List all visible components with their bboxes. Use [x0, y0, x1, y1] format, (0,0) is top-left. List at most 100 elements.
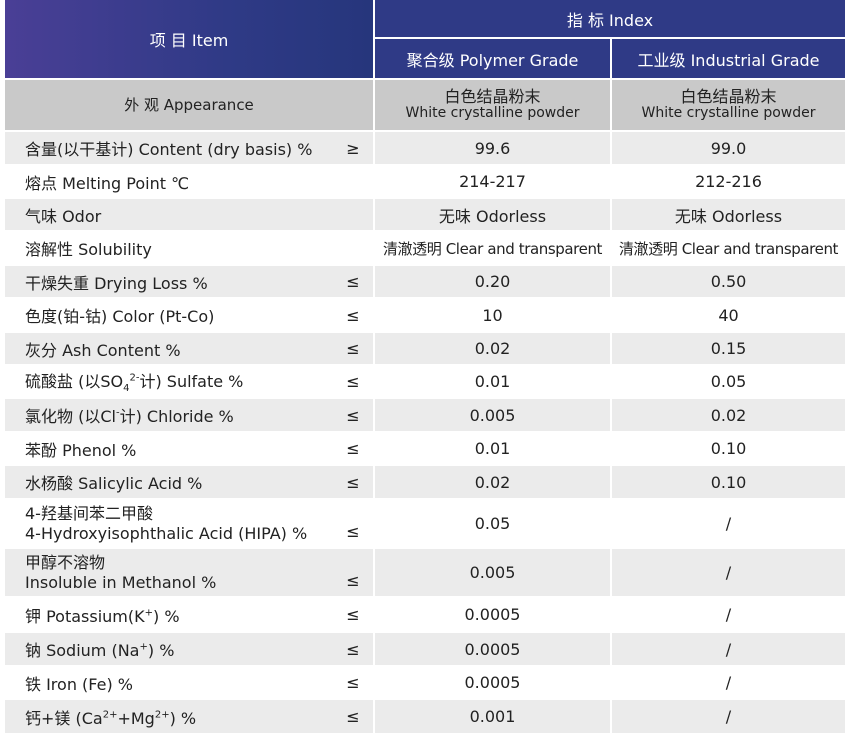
row-industrial-text: 99.0: [710, 138, 747, 158]
row-industrial-text: /: [725, 563, 732, 582]
appearance-industrial-en: White crystalline powder: [641, 105, 816, 121]
row-symbol-text: ≤: [346, 639, 360, 659]
table-row-label: 水杨酸 Salicylic Acid %: [5, 466, 333, 498]
table-row-label: 硫酸盐 (以SO42-计) Sulfate %: [5, 366, 333, 397]
table-row-label: 4-羟基间苯二甲酸 4-Hydroxyisophthalic Acid (HIP…: [5, 500, 333, 547]
row-industrial-text: 0.15: [710, 339, 747, 358]
row-industrial-text: /: [725, 639, 732, 659]
row-symbol: ≤: [333, 598, 373, 631]
row-symbol: ≤: [333, 366, 373, 397]
row-polymer-text: 0.05: [474, 514, 511, 533]
row-polymer-value: 0.0005: [375, 598, 610, 631]
row-polymer-text: 214-217: [459, 172, 526, 191]
camg-label-part: 钙+镁 (Ca: [25, 708, 103, 728]
row-polymer-text: 0.0005: [464, 673, 521, 692]
sodium-superscript: +: [139, 641, 148, 653]
sodium-label-part: 钠 Sodium (Na: [25, 641, 140, 660]
row-industrial-text: 0.02: [710, 405, 747, 425]
row-industrial-text: 0.50: [710, 272, 747, 291]
sulfate-superscript: 2-: [129, 373, 140, 385]
row-symbol-text: ≤: [346, 707, 360, 726]
table-row-label: 熔点 Melting Point ℃: [5, 166, 333, 197]
polymer-grade-label: 聚合级 Polymer Grade: [406, 50, 579, 70]
row-symbol: ≤: [333, 549, 373, 596]
appearance-polymer-en: White crystalline powder: [405, 105, 580, 121]
polymer-grade-header: 聚合级 Polymer Grade: [375, 39, 610, 78]
row-polymer-text: 99.6: [474, 138, 511, 158]
row-industrial-value: 0.02: [612, 399, 845, 431]
row-industrial-value: /: [612, 598, 845, 631]
row-symbol: ≤: [333, 667, 373, 698]
row-polymer-value: 0.005: [375, 549, 610, 596]
row-polymer-value: 0.001: [375, 700, 610, 733]
table-row-label: 含量(以干基计) Content (dry basis) %: [5, 132, 333, 164]
chloride-label-tail: 计) Chloride %: [119, 407, 234, 426]
hipa-label-en: 4-Hydroxyisophthalic Acid (HIPA) %: [25, 523, 308, 543]
calcium-superscript: 2+: [102, 709, 118, 721]
row-symbol-text: ≤: [346, 405, 360, 425]
appearance-label: 外 观 Appearance: [124, 95, 254, 114]
potassium-label-tail: ) %: [153, 606, 180, 626]
row-polymer-text: 0.01: [474, 439, 511, 458]
row-symbol: ≤: [333, 633, 373, 665]
row-label-text: 熔点 Melting Point ℃: [25, 173, 190, 193]
row-symbol: ≤: [333, 433, 373, 464]
row-industrial-value: /: [612, 700, 845, 733]
table-row-label: 钾 Potassium(K+) %: [5, 598, 333, 631]
row-industrial-text: 0.05: [710, 372, 747, 391]
row-symbol: ≤: [333, 500, 373, 547]
row-industrial-value: 0.10: [612, 466, 845, 498]
row-industrial-value: 40: [612, 299, 845, 331]
appearance-industrial-cell: 白色结晶粉末 White crystalline powder: [612, 80, 845, 130]
row-polymer-value: 无味 Odorless: [375, 199, 610, 230]
row-label-text: 氯化物 (以Cl-计) Chloride %: [25, 403, 234, 427]
row-symbol: ≤: [333, 700, 373, 733]
row-industrial-text: 0.10: [710, 439, 747, 458]
row-polymer-text: 0.02: [474, 339, 511, 358]
row-label-text: 水杨酸 Salicylic Acid %: [25, 474, 203, 493]
potassium-label-part: 钾 Potassium(K: [25, 606, 145, 626]
camg-label-tail: ) %: [169, 708, 197, 728]
row-polymer-value: 0.02: [375, 466, 610, 498]
row-industrial-text: /: [725, 605, 732, 624]
hipa-label-cn: 4-羟基间苯二甲酸: [25, 503, 153, 523]
row-symbol-text: ≤: [346, 439, 360, 458]
row-industrial-text: 清澈透明 Clear and transparent: [618, 239, 839, 258]
sulfate-subscript: 4: [123, 383, 130, 395]
row-polymer-value: 99.6: [375, 132, 610, 164]
row-industrial-value: /: [612, 633, 845, 665]
potassium-superscript: +: [144, 607, 154, 619]
row-industrial-value: 无味 Odorless: [612, 199, 845, 230]
row-polymer-text: 0.02: [474, 472, 511, 492]
row-symbol: [333, 199, 373, 230]
sulfate-label-part: 硫酸盐 (以SO: [25, 372, 124, 392]
chloride-label-part: 氯化物 (以Cl: [25, 407, 116, 426]
row-industrial-value: 0.10: [612, 433, 845, 464]
camg-label-mid: +Mg: [117, 708, 155, 728]
sodium-label-tail: ) %: [147, 641, 175, 660]
row-label-text: 钾 Potassium(K+) %: [25, 603, 180, 627]
row-symbol: ≥: [333, 132, 373, 164]
row-symbol-text: ≤: [346, 605, 360, 624]
row-symbol-text: ≤: [346, 673, 360, 692]
row-symbol-text: ≤: [346, 522, 360, 541]
row-industrial-value: /: [612, 500, 845, 547]
appearance-polymer-cn: 白色结晶粉末: [444, 87, 541, 106]
item-header: 项 目 Item: [5, 0, 373, 78]
row-polymer-text: 0.005: [469, 563, 516, 582]
row-symbol-text: ≤: [346, 339, 360, 358]
row-symbol: [333, 232, 373, 264]
row-polymer-value: 0.20: [375, 266, 610, 297]
row-label-text: 气味 Odor: [25, 206, 102, 226]
row-industrial-text: 0.10: [710, 472, 747, 492]
row-label-text: 色度(铂-钴) Color (Pt-Co): [25, 307, 215, 326]
table-row-label: 铁 Iron (Fe) %: [5, 667, 333, 698]
row-industrial-value: /: [612, 667, 845, 698]
row-polymer-text: 10: [482, 305, 503, 325]
table-row-label: 溶解性 Solubility: [5, 232, 333, 264]
row-label-text: 灰分 Ash Content %: [25, 340, 181, 360]
row-label-text: 硫酸盐 (以SO42-计) Sulfate %: [25, 368, 243, 394]
row-industrial-value: 0.50: [612, 266, 845, 297]
methanol-label-cn: 甲醇不溶物: [25, 552, 106, 572]
row-industrial-text: 212-216: [695, 172, 762, 191]
